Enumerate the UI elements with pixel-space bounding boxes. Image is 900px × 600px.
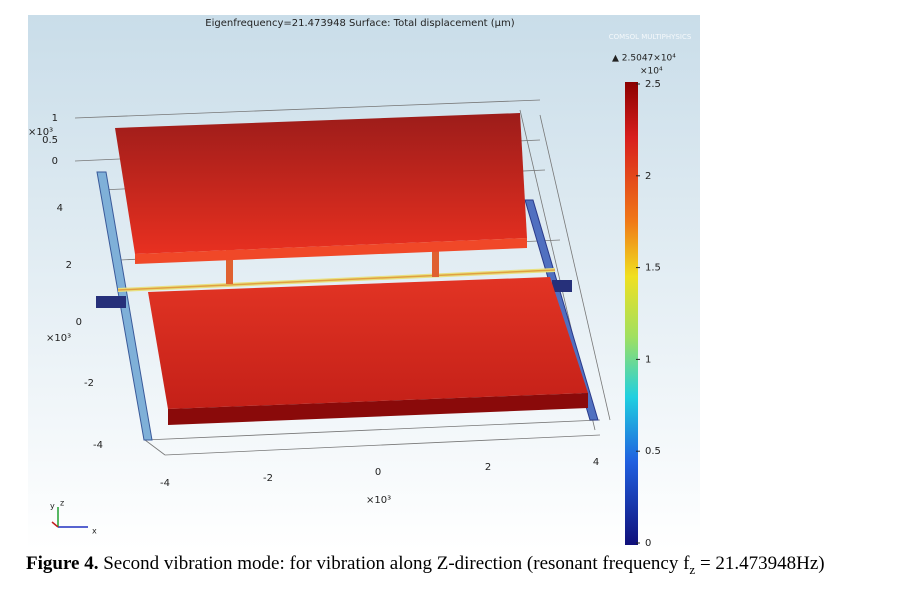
caption: Figure 4. Second vibration mode: for vib… — [26, 553, 888, 581]
colorbar-tick-label: 1 — [645, 354, 651, 365]
x-tick-label: 2 — [485, 462, 491, 473]
colorbar — [625, 82, 638, 545]
z-tick-label: 0 — [52, 156, 58, 167]
z-tick-label: 1 — [52, 113, 58, 124]
top-plate — [115, 113, 527, 264]
triad-label: x — [92, 527, 97, 536]
colorbar-tick-label: 2 — [645, 171, 651, 182]
y-tick-label: 0 — [76, 317, 82, 328]
colorbar-tick-label: 0.5 — [645, 446, 661, 457]
caption-subscript: z — [689, 561, 696, 577]
y-multiplier: ×10³ — [46, 333, 71, 344]
x-tick-label: -4 — [160, 478, 170, 489]
colorbar-max: ▲ 2.5047×10⁴ — [612, 54, 676, 64]
caption-text-end: = 21.473948Hz) — [695, 553, 825, 574]
colorbar-tick-label: 1.5 — [645, 263, 661, 274]
plot-background — [28, 15, 700, 550]
y-tick-label: -2 — [84, 378, 94, 389]
x-multiplier: ×10³ — [366, 495, 391, 506]
colorbar-tick-label: 2.5 — [645, 79, 661, 90]
side-rails — [96, 171, 599, 441]
z-multiplier: ×10³ — [28, 127, 53, 138]
axis-triad — [51, 507, 88, 528]
colorbar-tick-label: 0 — [645, 538, 651, 549]
y-tick-label: 4 — [57, 203, 63, 214]
triad-label: y — [50, 502, 55, 511]
figure: Eigenfrequency=21.473948 Surface: Total … — [28, 15, 700, 550]
bottom-plate — [148, 277, 588, 425]
y-tick-label: 2 — [66, 260, 72, 271]
z-tick-label: 0.5 — [42, 135, 58, 146]
plot-title: Eigenfrequency=21.473948 Surface: Total … — [205, 18, 514, 29]
caption-text: Second vibration mode: for vibration alo… — [98, 553, 690, 574]
x-tick-label: -2 — [263, 473, 273, 484]
colorbar-multiplier: ×10⁴ — [640, 67, 663, 77]
x-tick-label: 4 — [593, 457, 599, 468]
caption-label: Figure 4. — [26, 553, 99, 574]
y-tick-label: -4 — [93, 440, 103, 451]
x-tick-label: 0 — [375, 467, 381, 478]
logo: COMSOL MULTIPHYSICS — [609, 33, 692, 41]
triad-label: z — [60, 499, 64, 508]
